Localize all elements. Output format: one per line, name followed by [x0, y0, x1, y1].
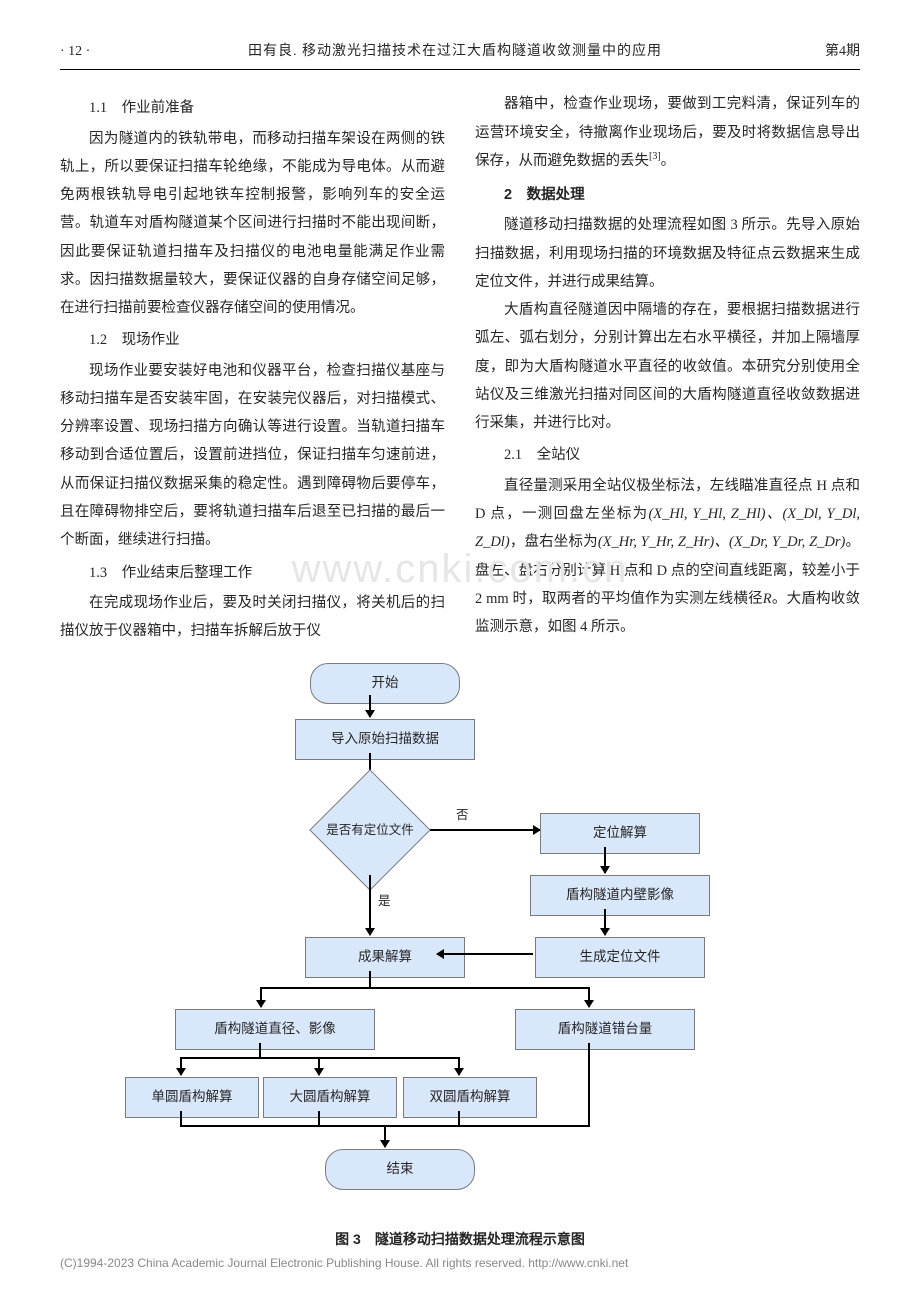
flow-line: [180, 1057, 460, 1059]
flow-arrow: [369, 875, 371, 935]
sec-title: 作业前准备: [122, 100, 195, 116]
flow-pos-calc: 定位解算: [540, 813, 700, 853]
running-header: · 12 · 田有良. 移动激光扫描技术在过江大盾构隧道收敛测量中的应用 第4期: [60, 38, 860, 70]
flow-arrow: [260, 987, 262, 1007]
flow-arrow: [604, 909, 606, 935]
sec-num: 2: [504, 187, 512, 203]
sec-num: 2.1: [504, 447, 522, 463]
para-r0: 器箱中，检查作业现场，要做到工完料清，保证列车的运营环境安全，待撤离作业现场后，…: [475, 90, 860, 175]
flow-line: [588, 1043, 590, 1127]
page-number: · 12 ·: [60, 38, 120, 65]
sec-title: 作业结束后整理工作: [122, 565, 253, 581]
flow-import: 导入原始扫描数据: [295, 719, 475, 759]
sec-1-3-heading: 1.3 作业结束后整理工作: [60, 559, 445, 587]
flow-arrow: [430, 829, 540, 831]
para-2-1: 直径量测采用全站仪极坐标法，左线瞄准直径点 H 点和 D 点，一测回盘左坐标为(…: [475, 472, 860, 642]
flow-arrow: [180, 1057, 182, 1075]
flow-arrow: [458, 1057, 460, 1075]
flow-has-loc: 是否有定位文件: [310, 785, 430, 875]
formula-2: (X_Hr, Y_Hr, Z_Hr)、(X_Dr, Y_Dr, Z_Dr): [598, 534, 846, 550]
flow-single: 单圆盾构解算: [125, 1077, 259, 1117]
flow-has-loc-text: 是否有定位文件: [310, 818, 430, 842]
flow-gen-loc: 生成定位文件: [535, 937, 705, 977]
para-1-2: 现场作业要安装好电池和仪器平台，检查扫描仪基座与移动扫描车是否安装牢固，在安装完…: [60, 357, 445, 555]
para-r0-text: 器箱中，检查作业现场，要做到工完料清，保证列车的运营环境安全，待撤离作业现场后，…: [475, 96, 860, 169]
formula-R: R: [763, 591, 772, 607]
flow-dia-img: 盾构隧道直径、影像: [175, 1009, 375, 1049]
flow-label-yes: 是: [378, 889, 391, 913]
flow-arrow: [437, 953, 533, 955]
text-columns: 1.1 作业前准备 因为隧道内的铁轨带电，而移动扫描车架设在两侧的铁轨上，所以要…: [60, 90, 860, 645]
flow-line: [260, 987, 590, 989]
flow-arrow: [369, 695, 371, 717]
flow-shield-img: 盾构隧道内壁影像: [530, 875, 710, 915]
sec-2-heading: 2 数据处理: [475, 181, 860, 209]
footer-copyright: (C)1994-2023 China Academic Journal Elec…: [60, 1252, 628, 1275]
flow-arrow: [588, 987, 590, 1007]
sec-num: 1.3: [89, 565, 107, 581]
citation-3: [3]: [649, 151, 661, 162]
running-title: 田有良. 移动激光扫描技术在过江大盾构隧道收敛测量中的应用: [120, 38, 790, 65]
flow-arrow: [318, 1057, 320, 1075]
sec-1-1-heading: 1.1 作业前准备: [60, 94, 445, 122]
flow-end: 结束: [325, 1149, 475, 1189]
issue-number: 第4期: [790, 38, 860, 65]
para-2b: 大盾构直径隧道因中隔墙的存在，要根据扫描数据进行弧左、弧右划分，分别计算出左右水…: [475, 296, 860, 437]
flow-arrow: [384, 1125, 386, 1147]
sec-num: 1.2: [89, 332, 107, 348]
sec-title: 全站仪: [537, 447, 581, 463]
sec-1-2-heading: 1.2 现场作业: [60, 326, 445, 354]
figure-3-caption: 图 3 隧道移动扫描数据处理流程示意图: [60, 1226, 860, 1253]
sec-title: 现场作业: [122, 332, 180, 348]
para-1-1: 因为隧道内的铁轨带电，而移动扫描车架设在两侧的铁轨上，所以要保证扫描车轮绝缘，不…: [60, 125, 445, 323]
para-1-3: 在完成现场作业后，要及时关闭扫描仪，将关机后的扫描仪放于仪器箱中，扫描车拆解后放…: [60, 589, 445, 646]
flow-stagger: 盾构隧道错台量: [515, 1009, 695, 1049]
flow-label-no: 否: [456, 803, 469, 827]
flow-big: 大圆盾构解算: [263, 1077, 397, 1117]
flow-start: 开始: [310, 663, 460, 703]
flow-double: 双圆盾构解算: [403, 1077, 537, 1117]
txt: ，盘右坐标为: [510, 534, 598, 550]
right-column: 器箱中，检查作业现场，要做到工完料清，保证列车的运营环境安全，待撤离作业现场后，…: [475, 90, 860, 645]
left-column: 1.1 作业前准备 因为隧道内的铁轨带电，而移动扫描车架设在两侧的铁轨上，所以要…: [60, 90, 445, 645]
figure-3: 开始 导入原始扫描数据 是否有定位文件 否 定位解算 盾构隧道内壁影像 生成定位…: [60, 663, 860, 1253]
sec-title: 数据处理: [527, 187, 585, 203]
para-2a: 隧道移动扫描数据的处理流程如图 3 所示。先导入原始扫描数据，利用现场扫描的环境…: [475, 211, 860, 296]
flow-arrow: [604, 847, 606, 873]
sec-2-1-heading: 2.1 全站仪: [475, 441, 860, 469]
sec-num: 1.1: [89, 100, 107, 116]
